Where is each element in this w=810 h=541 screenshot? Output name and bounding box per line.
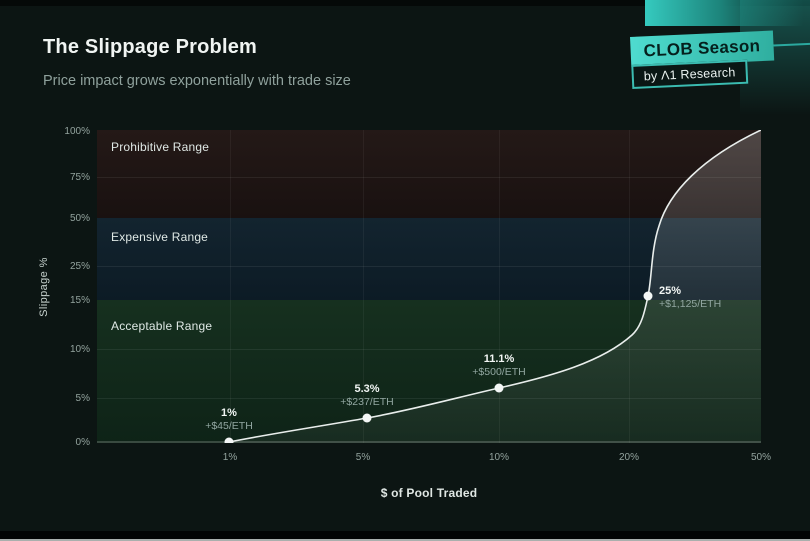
point-label-3: 11.1% +$500/ETH — [472, 353, 525, 378]
page-title: The Slippage Problem — [43, 36, 258, 58]
y-tick-75: 75% — [69, 172, 90, 183]
gridline-x1 — [230, 130, 231, 443]
y-tick-25: 25% — [69, 261, 90, 272]
point-3-cost: +$500/ETH — [472, 366, 526, 378]
gridline-25 — [97, 266, 761, 267]
point-1-cost: +$45/ETH — [205, 420, 253, 432]
area-under-curve — [229, 130, 761, 443]
band-label-prohibitive: Prohibitive Range — [111, 140, 210, 154]
badge-secondary-label: by Λ1 Research — [631, 59, 748, 89]
band-label-expensive: Expensive Range — [111, 230, 209, 244]
gridline-x5 — [363, 130, 364, 443]
y-tick-50: 50% — [69, 213, 90, 224]
point-2-value: 5.3% — [354, 383, 380, 395]
top-black-bar — [0, 0, 810, 6]
data-point-2 — [362, 413, 372, 423]
y-tick-0: 0% — [75, 437, 90, 448]
slippage-curve — [224, 130, 761, 443]
point-2-cost: +$237/ETH — [340, 396, 394, 408]
x-tick-50: 50% — [750, 452, 771, 463]
point-3-value: 11.1% — [483, 353, 515, 365]
gridline-75 — [97, 177, 761, 178]
data-point-4 — [643, 291, 653, 301]
y-axis-title: Slippage % — [38, 257, 50, 317]
x-tick-10: 10% — [488, 452, 509, 463]
y-tick-100: 100% — [64, 126, 90, 137]
point-label-1: 1% +$45/ETH — [205, 407, 253, 432]
point-label-2: 5.3% +$237/ETH — [340, 383, 393, 408]
badge-decorative-line — [773, 42, 810, 47]
x-tick-20: 20% — [618, 452, 639, 463]
corner-teal-strip — [645, 0, 810, 26]
gridline-x10 — [499, 130, 500, 443]
page-subtitle: Price impact grows exponentially with tr… — [43, 73, 351, 89]
point-4-cost: +$1,125/ETH — [659, 298, 722, 310]
bottom-black-bar — [0, 531, 810, 539]
y-tick-10: 10% — [69, 344, 90, 355]
bottom-edge-line — [0, 539, 810, 541]
data-point-1 — [224, 437, 234, 443]
y-tick-15: 15% — [69, 295, 90, 306]
point-label-4: 25% +$1,125/ETH — [659, 285, 721, 310]
gridline-10 — [97, 349, 761, 350]
data-point-3 — [494, 383, 504, 393]
x-tick-5: 5% — [355, 452, 371, 463]
plot-area: Prohibitive Range Expensive Range Accept… — [97, 130, 761, 443]
gridline-5 — [97, 398, 761, 399]
x-tick-1: 1% — [222, 452, 238, 463]
band-label-acceptable: Acceptable Range — [111, 319, 213, 333]
point-1-value: 1% — [221, 407, 237, 419]
brand-badge: CLOB Season by Λ1 Research — [630, 29, 810, 89]
band-prohibitive — [97, 130, 761, 218]
y-tick-5: 5% — [75, 393, 90, 404]
x-axis-title: $ of Pool Traded — [380, 486, 478, 500]
point-4-value: 25% — [659, 285, 682, 297]
gridline-x20 — [629, 130, 630, 443]
